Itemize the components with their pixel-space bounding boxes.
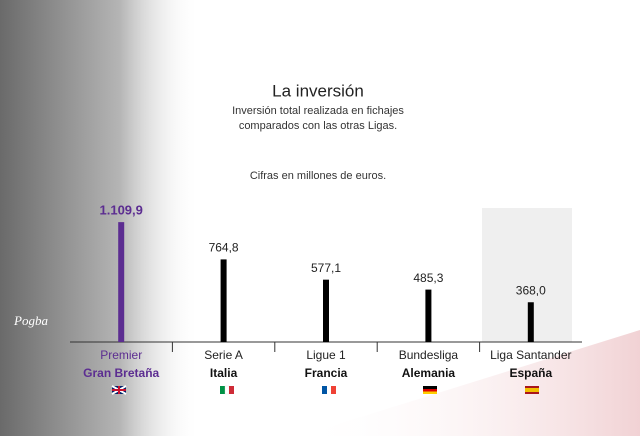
category-label: Premier (100, 348, 142, 362)
highlight-band (482, 208, 572, 342)
value-label: 1.109,9 (100, 203, 143, 218)
country-label: Francia (305, 366, 348, 380)
category-label: Liga Santander (490, 348, 571, 362)
bar (220, 259, 227, 342)
bar (323, 279, 329, 342)
country-label: España (509, 366, 552, 380)
value-label: 764,8 (209, 241, 239, 255)
country-label: Gran Bretaña (83, 366, 159, 380)
chart-note: Cifras en millones de euros. (250, 170, 386, 182)
value-label: 577,1 (311, 261, 341, 275)
category-label: Bundesliga (399, 348, 459, 362)
chart-title: La inversión (272, 81, 364, 100)
bar (118, 222, 125, 342)
bar (425, 289, 432, 342)
country-label: Alemania (402, 366, 456, 380)
bar (527, 302, 534, 342)
value-label: 485,3 (413, 271, 443, 285)
photo-caption: Pogba (13, 313, 48, 328)
flags (111, 385, 539, 395)
flag-background (300, 330, 640, 436)
subtitle-box: Inversión total realizada en fichajes co… (232, 105, 404, 132)
value-label: 368,0 (516, 283, 546, 297)
category-label: Serie A (204, 348, 243, 362)
chart-subtitle: Inversión total realizada en fichajes co… (232, 105, 404, 132)
photo-background (0, 0, 200, 436)
country-label: Italia (210, 366, 238, 380)
category-label: Ligue 1 (306, 348, 346, 362)
